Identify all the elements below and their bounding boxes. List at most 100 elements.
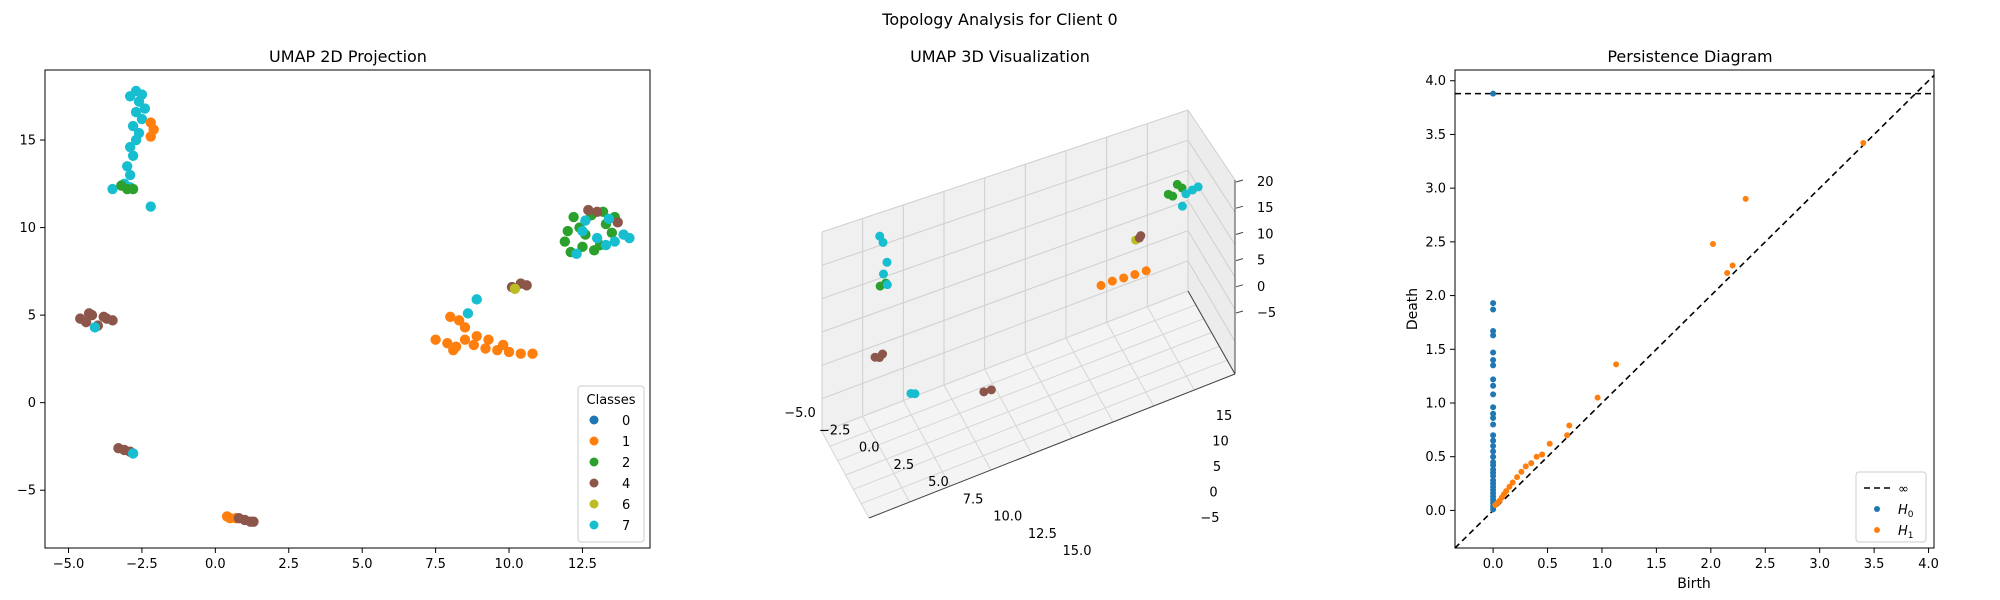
umap-3d-xtick-label: 12.5 — [1028, 527, 1057, 542]
umap-2d-point-class-7 — [145, 201, 156, 212]
h0-point — [1490, 421, 1497, 428]
umap-3d-point-class-4 — [986, 385, 996, 395]
umap-2d-xtick-label: 12.5 — [568, 557, 597, 572]
h1-point — [1522, 463, 1529, 470]
legend-infinity-label: ∞ — [1898, 482, 1909, 497]
h0-point — [1490, 442, 1497, 449]
persistence-ytick-label: 4.0 — [1425, 74, 1446, 89]
umap-2d-point-class-7 — [571, 248, 582, 260]
grid-line — [821, 139, 1236, 266]
legend-marker-class-7 — [589, 520, 599, 530]
umap-2d-xtick-label: 7.5 — [425, 557, 446, 572]
umap-2d-point-class-7 — [471, 294, 482, 305]
persistence-ytick-label: 1.5 — [1425, 343, 1446, 358]
umap-3d-panel: UMAP 3D Visualization −5.0−2.5 0.0 2.5 5.0 7… — [784, 47, 1276, 559]
umap-2d-ytick-label: 0 — [28, 396, 36, 411]
legend-marker-class-4 — [589, 478, 599, 488]
persistence-axes-frame — [1454, 69, 1935, 549]
umap-2d-ytick-label: 10 — [19, 221, 36, 236]
umap-3d-point-class-7 — [875, 231, 885, 241]
grid-line — [829, 304, 1197, 447]
umap-2d-point-class-1 — [468, 339, 479, 351]
umap-2d-point-class-1 — [497, 339, 509, 351]
umap-2d-xtick-label: 5.0 — [352, 557, 373, 572]
persistence-xlabel: Birth — [1677, 576, 1711, 592]
legend-label-class-1: 1 — [622, 435, 630, 450]
legend-label-class-4: 4 — [622, 477, 630, 492]
grid-line — [853, 345, 1220, 490]
umap-2d-title: UMAP 2D Projection — [269, 47, 427, 66]
h1-point — [1564, 432, 1571, 439]
umap-2d-point-class-1 — [445, 311, 456, 323]
umap-3d-xtick-label: 10.0 — [993, 510, 1022, 525]
umap-3d-xtick-label: −5.0 — [784, 406, 816, 421]
legend-label-class-6: 6 — [622, 498, 630, 513]
h1-point — [1506, 483, 1513, 490]
umap-2d-point-class-7 — [580, 215, 591, 226]
persistence-xtick-label: 0.5 — [1537, 557, 1558, 572]
umap-2d-point-class-7 — [577, 225, 588, 237]
persistence-title: Persistence Diagram — [1607, 47, 1772, 66]
h0-point — [1490, 391, 1497, 398]
umap-3d-ztick-label: 0 — [1257, 280, 1265, 295]
persistence-xtick-label: 3.0 — [1809, 557, 1830, 572]
umap-2d-xtick-label: −2.5 — [126, 557, 158, 572]
back-pane — [822, 110, 1188, 432]
h0-point — [1490, 462, 1497, 469]
h1-point — [1742, 195, 1749, 202]
legend-label-class-2: 2 — [622, 456, 630, 471]
umap-3d-ytick-label: 15 — [1216, 409, 1233, 424]
umap-2d-point-class-7 — [136, 113, 148, 125]
umap-2d-point-class-2 — [122, 183, 133, 195]
umap-2d-xtick-label: 2.5 — [278, 557, 299, 572]
umap-3d-ytick-label: 0 — [1209, 486, 1217, 501]
umap-3d-ztick-label: 20 — [1257, 175, 1274, 190]
umap-2d-ytick-label: 15 — [19, 134, 36, 149]
umap-2d-point-class-7 — [462, 308, 474, 319]
legend-marker-class-0 — [589, 415, 599, 425]
umap-2d-point-class-4 — [612, 217, 623, 228]
umap-2d-point-class-7 — [107, 183, 118, 195]
umap-2d-point-class-7 — [603, 213, 615, 225]
umap-3d-ztick — [1235, 205, 1244, 209]
umap-3d-xtick-label: 7.5 — [963, 492, 984, 507]
persistence-xtick-label: 0.0 — [1483, 557, 1504, 572]
umap-2d-point-class-1 — [515, 348, 526, 359]
umap-2d-point-class-1 — [471, 330, 482, 342]
h0-point — [1490, 473, 1497, 480]
umap-3d-ztick-label: 15 — [1257, 201, 1274, 216]
umap-2d-point-class-1 — [527, 348, 538, 359]
umap-2d-ytick-label: −5 — [17, 484, 36, 499]
h0-point — [1490, 349, 1497, 356]
umap-3d-ytick-label: −5 — [1200, 511, 1219, 526]
umap-2d-point-class-7 — [591, 232, 603, 244]
umap-3d-xtick-label: 15.0 — [1063, 544, 1092, 559]
umap-2d-point-class-1 — [459, 322, 471, 333]
classes-legend: Classes 0 1 2 4 6 7 — [577, 385, 645, 543]
h0-point — [1490, 453, 1497, 460]
umap-2d-point-class-7 — [124, 169, 136, 181]
umap-2d-point-class-2 — [577, 241, 588, 253]
grid-line — [837, 318, 1204, 462]
legend-label-class-7: 7 — [622, 519, 630, 534]
umap-3d-xtick-label: 5.0 — [928, 475, 949, 490]
umap-2d-ytick-label: 5 — [28, 309, 36, 324]
umap-2d-point-class-7 — [130, 106, 142, 118]
umap-2d-point-class-1 — [145, 131, 156, 142]
umap-3d-point-class-7 — [1181, 189, 1191, 199]
umap-3d-ztick-label: 5 — [1257, 254, 1265, 269]
umap-3d-point-class-1 — [1130, 269, 1140, 279]
umap-3d-ytick-label: 5 — [1213, 460, 1221, 475]
diagonal-line — [1454, 74, 1935, 549]
h0-point — [1490, 448, 1497, 455]
umap-2d-point-class-4 — [101, 313, 112, 324]
legend-label-class-0: 0 — [622, 414, 630, 429]
h1-point — [1566, 422, 1573, 429]
legend-box — [1855, 471, 1927, 543]
h1-point — [1518, 468, 1525, 475]
umap-2d-point-class-4 — [83, 308, 95, 319]
umap-3d-ytick-label: 10 — [1212, 435, 1229, 450]
h1-point — [1492, 502, 1499, 509]
x-axis-line — [868, 373, 1236, 519]
